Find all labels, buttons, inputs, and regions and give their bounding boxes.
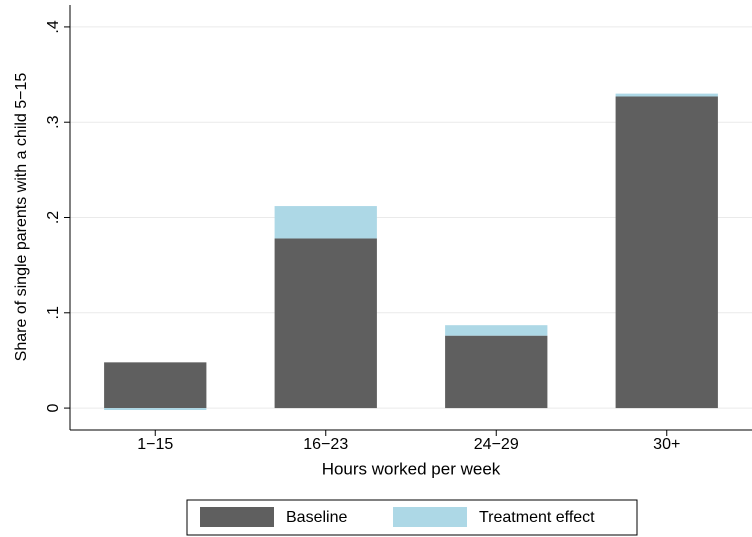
bar-segment: [445, 335, 548, 409]
x-axis-title: Hours worked per week: [322, 459, 501, 478]
x-tick-label: 30+: [653, 436, 680, 453]
bar-segment: [274, 206, 377, 239]
bar-segment: [104, 362, 207, 409]
bar-segment: [615, 93, 718, 97]
bar-segment: [104, 408, 207, 410]
legend-label: Baseline: [286, 509, 347, 526]
legend-swatch: [200, 507, 274, 527]
x-tick-label: 24−29: [474, 436, 519, 453]
bar-segment: [274, 238, 377, 409]
y-tick-label: 0: [45, 404, 62, 413]
x-tick-label: 1−15: [137, 436, 173, 453]
legend-label: Treatment effect: [479, 509, 595, 526]
bar-segment: [615, 96, 718, 409]
y-tick-label: .2: [45, 211, 62, 224]
x-tick-label: 16−23: [303, 436, 348, 453]
y-tick-label: .3: [45, 115, 62, 128]
y-tick-label: .4: [45, 20, 62, 33]
y-axis-title: Share of single parents with a child 5−1…: [13, 73, 30, 362]
bar-segment: [445, 325, 548, 336]
legend-swatch: [393, 507, 467, 527]
y-tick-label: .1: [45, 306, 62, 319]
